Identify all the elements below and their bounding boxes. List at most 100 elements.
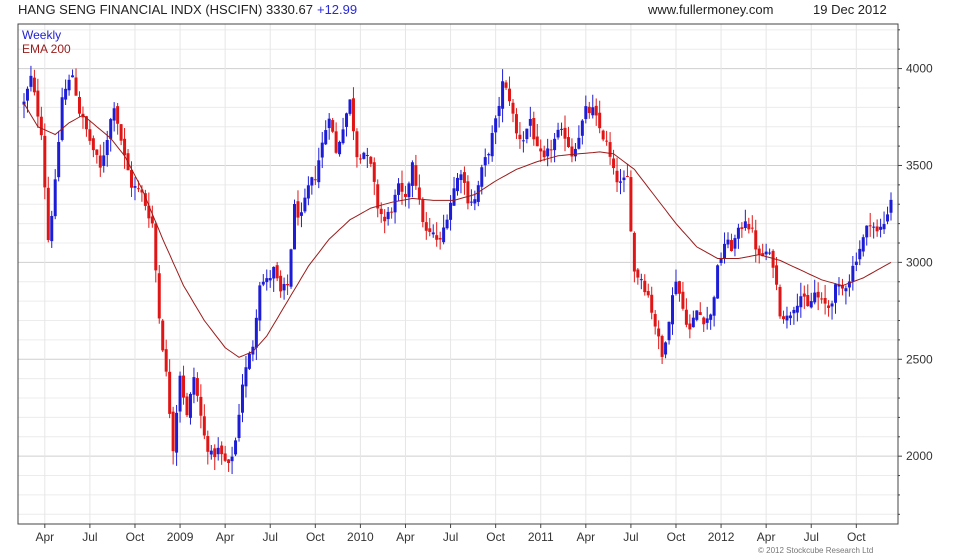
candle-body <box>729 240 733 251</box>
candle-body <box>535 136 539 147</box>
candle-body <box>199 396 203 416</box>
candle <box>84 115 88 137</box>
candle <box>227 459 231 472</box>
candle <box>442 214 446 245</box>
candle-body <box>674 281 678 295</box>
candle <box>650 286 654 320</box>
candle <box>379 202 383 223</box>
candle-body <box>657 328 661 337</box>
candle-body <box>677 281 681 294</box>
candle <box>781 310 785 324</box>
candle <box>490 125 494 162</box>
candle-body <box>154 223 158 271</box>
candle <box>317 147 321 189</box>
candle-body <box>376 184 380 209</box>
candle <box>820 292 824 304</box>
candle-body <box>202 416 206 436</box>
candle-body <box>494 118 498 133</box>
candle-body <box>157 273 161 319</box>
candle-body <box>764 251 768 255</box>
candle-body <box>525 128 529 140</box>
y-tick-label: 3500 <box>906 158 933 172</box>
copyright-notice: © 2012 Stockcube Research Ltd <box>758 546 874 555</box>
candle-body <box>521 140 525 142</box>
candle <box>504 80 508 90</box>
candle-body <box>868 225 872 227</box>
candle-body <box>95 149 99 155</box>
candle <box>459 169 463 194</box>
candle-body <box>667 321 671 341</box>
candle <box>858 240 862 266</box>
candle-body <box>854 261 858 265</box>
candle-body <box>518 134 522 140</box>
candle <box>258 281 262 332</box>
candle-body <box>639 279 643 281</box>
candle-body <box>684 309 688 325</box>
candle <box>64 79 68 106</box>
candle-body <box>424 222 428 231</box>
candle-body <box>178 375 182 412</box>
source-site[interactable]: www.fullermoney.com <box>648 2 774 17</box>
candle-body <box>716 265 720 299</box>
candle-body <box>788 315 792 319</box>
candle <box>81 106 85 129</box>
candle-body <box>719 258 723 264</box>
y-axis: 2000 2500 3000 3500 4000 <box>898 29 933 515</box>
candle-body <box>60 97 64 140</box>
candle <box>71 69 75 78</box>
candle <box>684 298 688 328</box>
candle-body <box>71 75 75 78</box>
candle <box>615 157 619 192</box>
candle <box>553 132 557 163</box>
candle <box>622 170 626 193</box>
candle-body <box>740 227 744 229</box>
candle-body <box>116 106 120 124</box>
candle-body <box>192 377 196 395</box>
candle-body <box>591 107 595 116</box>
candle-body <box>74 77 78 96</box>
candle-body <box>407 183 411 198</box>
candle <box>709 313 713 330</box>
candle <box>355 128 359 168</box>
candle-body <box>171 411 175 452</box>
candle-body <box>397 183 401 195</box>
candle-body <box>723 243 727 259</box>
candle <box>487 152 491 165</box>
candle-body <box>39 116 43 136</box>
candle <box>397 178 401 201</box>
candle <box>535 123 539 147</box>
y-tick-label: 2500 <box>906 352 933 366</box>
candle-body <box>105 140 109 156</box>
candle <box>532 111 536 146</box>
candle <box>403 185 407 207</box>
legend-weekly: Weekly <box>22 28 61 42</box>
candle-body <box>511 102 515 114</box>
candle-body <box>46 187 50 241</box>
candle <box>112 102 116 132</box>
candle-body <box>875 226 879 232</box>
candle <box>77 91 81 117</box>
candle-body <box>338 141 342 155</box>
candle <box>306 176 310 206</box>
candle <box>164 339 168 377</box>
candle-body <box>150 216 154 224</box>
candle-body <box>348 99 352 114</box>
candle-body <box>834 284 838 303</box>
candle-body <box>660 336 664 357</box>
candle <box>473 190 477 211</box>
candle <box>646 283 650 298</box>
candle <box>60 87 64 142</box>
candle <box>303 188 307 214</box>
candle <box>50 210 54 248</box>
candle <box>199 384 203 429</box>
candle-body <box>84 116 88 130</box>
candle-body <box>390 211 394 213</box>
candle-body <box>695 310 699 320</box>
candle-body <box>220 445 224 455</box>
candle-body <box>840 285 844 289</box>
candle-body <box>691 317 695 328</box>
candle <box>875 219 879 237</box>
candle <box>643 274 647 296</box>
candle <box>88 120 92 145</box>
candle <box>521 131 525 153</box>
